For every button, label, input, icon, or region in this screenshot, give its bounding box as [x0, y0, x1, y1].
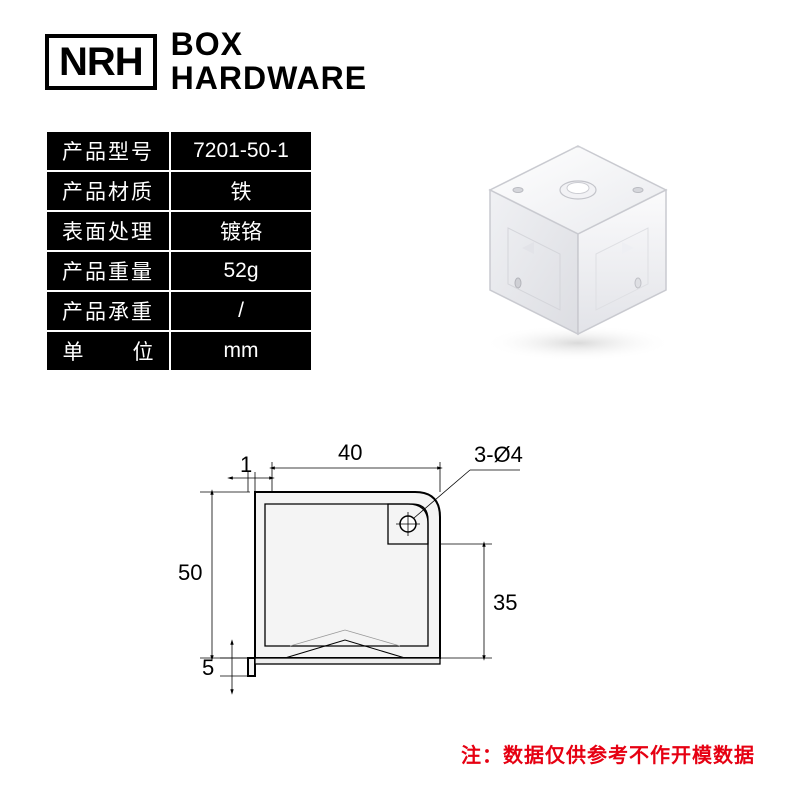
spec-table: 产品型号 7201-50-1 产品材质 铁 表面处理 镀铬 产品重量 52g 产…	[45, 130, 313, 372]
table-row: 产品重量 52g	[46, 251, 312, 291]
table-row: 产品材质 铁	[46, 171, 312, 211]
dim-offset: 35	[493, 590, 517, 616]
table-row: 表面处理 镀铬	[46, 211, 312, 251]
spec-value: 7201-50-1	[170, 131, 312, 171]
spec-value: 52g	[170, 251, 312, 291]
table-row: 产品承重 /	[46, 291, 312, 331]
footnote: 注：数据仅供参考不作开模数据	[461, 739, 755, 768]
logo-text: BOX HARDWARE	[171, 28, 367, 95]
spec-value: mm	[170, 331, 312, 371]
technical-drawing	[140, 432, 560, 732]
dim-width: 40	[338, 440, 362, 466]
spec-label: 表面处理	[46, 211, 170, 251]
spec-label: 单 位	[46, 331, 170, 371]
spec-label: 产品重量	[46, 251, 170, 291]
dim-lip: 5	[202, 655, 214, 681]
logo-line1: BOX	[171, 28, 367, 62]
spec-label: 产品材质	[46, 171, 170, 211]
logo-area: NRH BOX HARDWARE	[45, 28, 367, 95]
spec-value: 铁	[170, 171, 312, 211]
spec-value: /	[170, 291, 312, 331]
table-row: 产品型号 7201-50-1	[46, 131, 312, 171]
logo-brand: NRH	[45, 34, 157, 90]
dim-height: 50	[178, 560, 202, 586]
logo-line2: HARDWARE	[171, 62, 367, 96]
spec-label: 产品型号	[46, 131, 170, 171]
product-photo	[458, 128, 698, 368]
spec-label: 产品承重	[46, 291, 170, 331]
dim-holes: 3-Ø4	[474, 442, 523, 468]
dim-thickness: 1	[240, 452, 252, 478]
spec-value: 镀铬	[170, 211, 312, 251]
table-row: 单 位 mm	[46, 331, 312, 371]
